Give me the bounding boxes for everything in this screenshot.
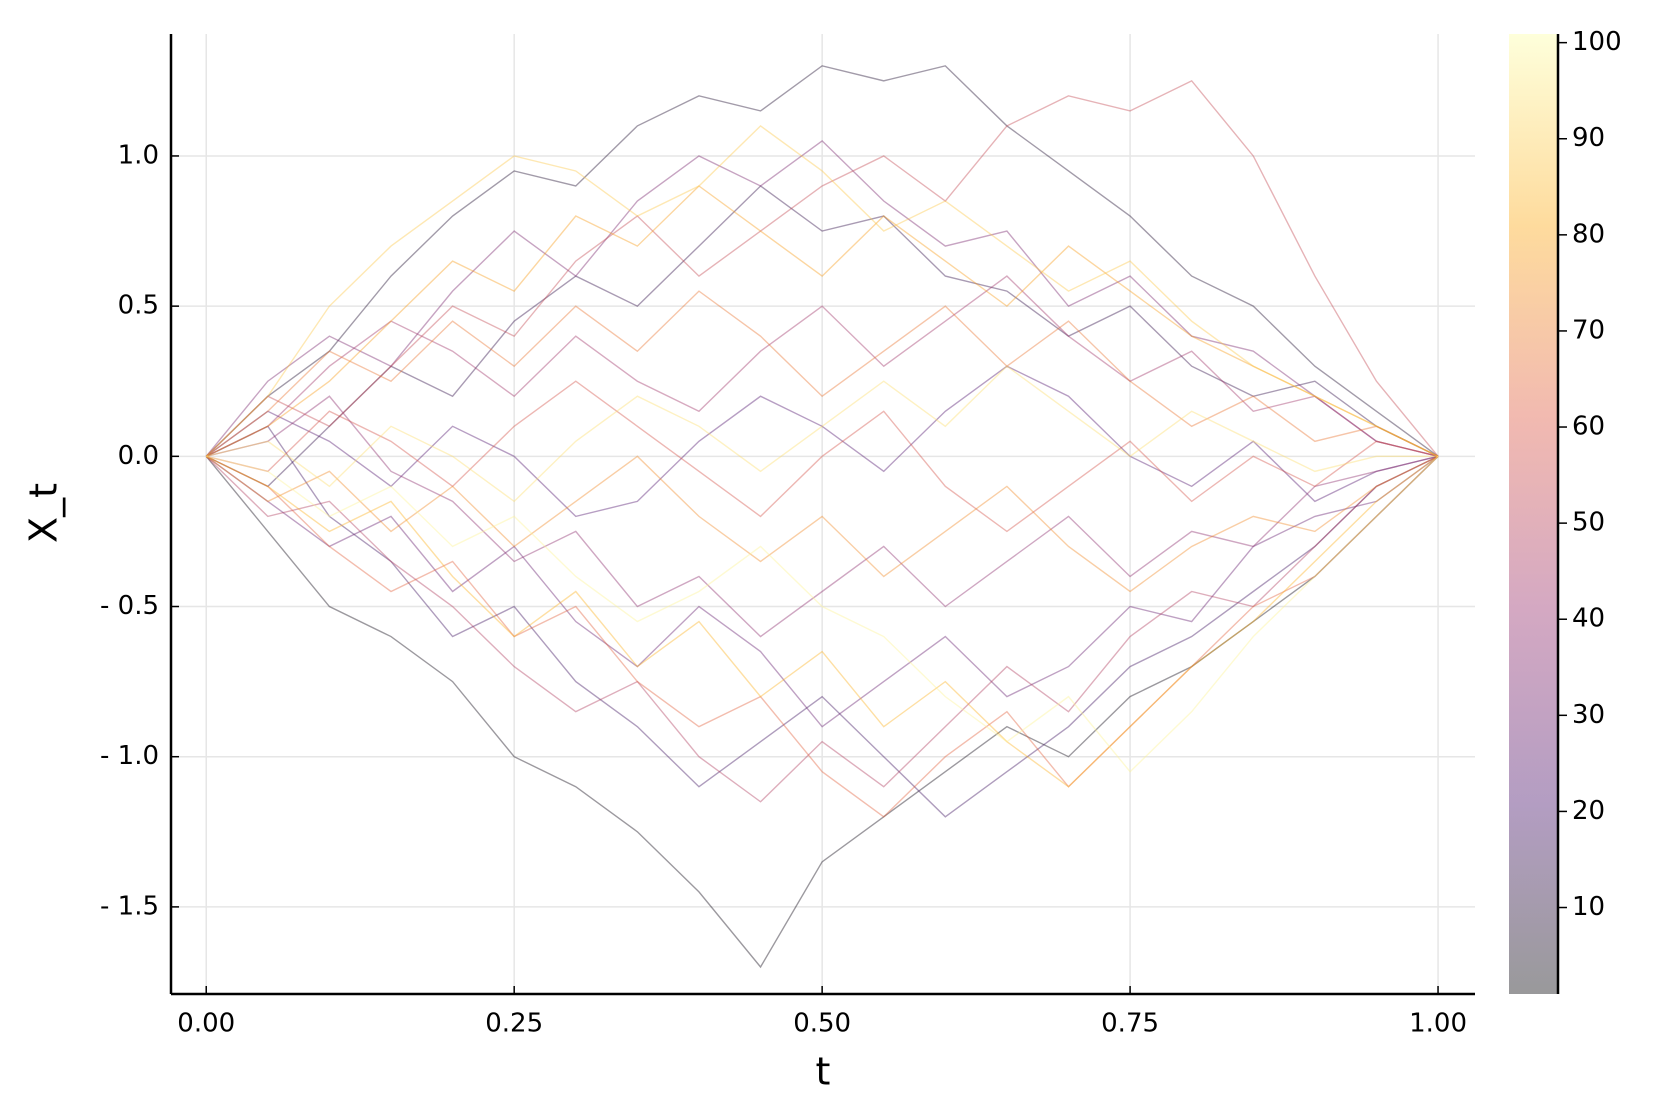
colorbar-tick-label: 10: [1572, 892, 1605, 922]
series-line: [205, 185, 1439, 457]
colorbar-tick-label: 40: [1572, 604, 1605, 634]
series-line: [205, 365, 1439, 518]
series-line: [205, 455, 1439, 969]
x-tick-label: 0.00: [177, 1009, 235, 1039]
colorbar-tick-label: 20: [1572, 796, 1605, 826]
x-tick-label: 1.00: [1409, 1009, 1467, 1039]
series-line: [205, 275, 1439, 458]
series-line: [206, 380, 1439, 533]
series-line: [205, 79, 1439, 457]
y-tick-label: 0.0: [118, 441, 159, 471]
series-line: [205, 455, 1439, 728]
colorbar-tick-label: 50: [1572, 508, 1605, 538]
series-line: [205, 185, 1439, 488]
y-tick-label: - 1.0: [100, 741, 159, 771]
colorbar-tick-label: 60: [1572, 412, 1605, 442]
series-line: [206, 395, 1439, 638]
series-line: [205, 455, 1439, 593]
series-line: [205, 455, 1439, 803]
colorbar-tick-label: 80: [1572, 219, 1605, 249]
series-line: [206, 365, 1439, 503]
y-axis-label: X_t: [22, 483, 66, 543]
colorbar-tick-label: 30: [1572, 700, 1605, 730]
series-line: [205, 455, 1439, 818]
x-axis-label: t: [816, 1050, 831, 1094]
colorbar-tick-label: 100: [1572, 27, 1622, 57]
x-tick-label: 0.25: [485, 1009, 543, 1039]
series-line: [205, 140, 1439, 458]
colorbar-tick-label: 70: [1572, 315, 1605, 345]
series-line: [205, 124, 1439, 457]
y-tick-label: 1.0: [118, 140, 159, 170]
colorbar: [1509, 34, 1558, 994]
series-line: [205, 425, 1439, 818]
series-line: [206, 455, 1439, 773]
colorbar-tick-label: 90: [1572, 123, 1605, 153]
x-tick-label: 0.75: [1101, 1009, 1159, 1039]
y-tick-label: - 1.5: [100, 891, 159, 921]
x-tick-label: 0.50: [793, 1009, 851, 1039]
y-tick-label: - 0.5: [100, 591, 159, 621]
series-line: [205, 455, 1439, 788]
series-line: [205, 65, 1439, 457]
y-tick-label: 0.5: [118, 291, 159, 321]
series-line: [205, 290, 1439, 457]
